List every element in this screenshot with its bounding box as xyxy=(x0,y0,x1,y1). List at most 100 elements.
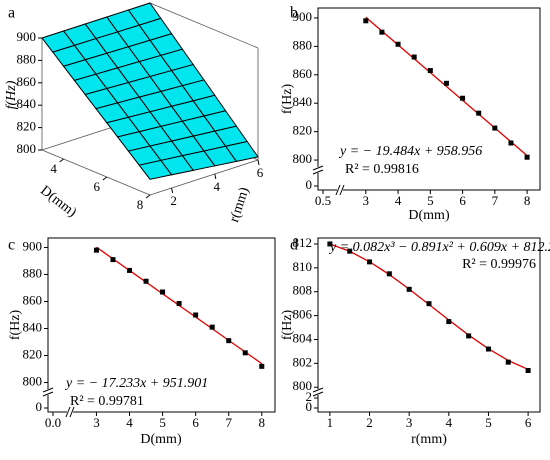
box-edge xyxy=(149,2,259,49)
x-axis-title: D(mm) xyxy=(408,208,450,223)
x-tick-label: 8 xyxy=(137,197,144,212)
z-axis-title: f(Hz) xyxy=(4,80,19,109)
y-axis-title: f(Hz) xyxy=(280,84,295,115)
axis-break xyxy=(312,165,324,171)
data-point xyxy=(443,80,449,86)
axis-break xyxy=(312,387,324,393)
y-tick-label: 810 xyxy=(293,259,313,274)
axis-break-gap xyxy=(314,167,322,173)
axis-break-gap xyxy=(67,408,73,416)
y-tick-label: 840 xyxy=(23,319,43,334)
data-point xyxy=(209,324,215,330)
data-point xyxy=(379,29,385,35)
x-tick-label: 2 xyxy=(366,415,373,430)
data-point xyxy=(460,95,466,101)
axis-break xyxy=(335,184,341,196)
y-axis-title: f(Hz) xyxy=(8,310,23,341)
data-point xyxy=(160,289,166,295)
plot-frame xyxy=(317,237,541,413)
x-tick-label: 6 xyxy=(94,179,101,194)
x-tick-label: 5 xyxy=(159,415,166,430)
equation: y = − 17.233x + 951.901 xyxy=(64,376,208,391)
data-point xyxy=(466,333,472,339)
data-point xyxy=(485,346,491,352)
y-tick-label: 0 xyxy=(36,399,43,414)
y-tick-label: 2 xyxy=(170,193,177,208)
x-tick-label: 6 xyxy=(525,415,532,430)
axis-break xyxy=(312,169,324,175)
x-tick-label: 6 xyxy=(459,193,466,208)
box-edge xyxy=(149,159,259,196)
x-tick-label: 0.0 xyxy=(45,415,61,430)
y-tick-label: 808 xyxy=(293,283,313,298)
x-tick-label: 8 xyxy=(524,193,531,208)
y-axis-title: f(Hz) xyxy=(280,310,295,341)
panel-label: a xyxy=(8,5,15,22)
data-point xyxy=(226,338,232,344)
x-tick-label: 7 xyxy=(225,415,232,430)
y-tick-label: 820 xyxy=(23,347,43,362)
y-tick-label: 800 xyxy=(23,374,43,389)
data-point xyxy=(93,247,99,253)
axis-break-gap xyxy=(314,389,322,395)
plot-frame xyxy=(47,237,276,413)
y-tick-label: 800 xyxy=(293,378,313,393)
x-axis-title: D(mm) xyxy=(140,432,182,447)
x-tick-label: 0.5 xyxy=(315,193,331,208)
y-tick-label: 806 xyxy=(293,307,313,322)
panel-label: c xyxy=(8,237,15,254)
data-point xyxy=(505,359,511,365)
x-tick-label: 1 xyxy=(327,415,334,430)
surface-cell xyxy=(138,159,173,180)
data-point xyxy=(525,368,531,374)
y-tick-label: 880 xyxy=(293,37,313,52)
r-squared: R² = 0.99816 xyxy=(345,162,419,177)
data-point xyxy=(406,286,412,292)
x-axis-title: D(mm) xyxy=(37,183,79,220)
panel-label: d xyxy=(290,237,298,254)
data-point xyxy=(242,350,248,356)
r-squared: R² = 0.99976 xyxy=(462,257,536,272)
y-tick-label: 860 xyxy=(293,66,313,81)
data-point xyxy=(476,110,482,116)
fit-line xyxy=(365,16,528,157)
data-point xyxy=(411,54,417,60)
y-tick-label: 900 xyxy=(293,9,313,24)
equation: y = − 19.484x + 958.956 xyxy=(338,144,482,159)
z-tick-label: 840 xyxy=(17,96,37,111)
axis-break xyxy=(65,406,71,418)
x-tick-label: 6 xyxy=(192,415,199,430)
data-point xyxy=(395,41,401,47)
r-squared: R² = 0.99781 xyxy=(70,394,144,409)
x-tick-label: 4 xyxy=(50,161,57,176)
data-point xyxy=(259,363,265,369)
data-point xyxy=(446,319,452,325)
x-tick-label: 5 xyxy=(427,193,434,208)
y-axis-title: r(mm) xyxy=(227,185,252,224)
data-point xyxy=(386,271,392,277)
y-tick-label: 820 xyxy=(293,123,313,138)
x-tick-label: 4 xyxy=(446,415,453,430)
data-point xyxy=(367,259,373,265)
x-tick-label: 8 xyxy=(259,415,266,430)
x-tick-label: 3 xyxy=(93,415,100,430)
x-tick-label: 5 xyxy=(485,415,492,430)
x-tick-label: 7 xyxy=(492,193,499,208)
y-tick-label: 900 xyxy=(23,238,43,253)
box-edge xyxy=(41,149,151,196)
z-tick-label: 860 xyxy=(17,74,37,89)
y-tick xyxy=(257,159,260,166)
y-tick-label: 0 xyxy=(306,177,313,192)
z-tick-label: 820 xyxy=(17,119,37,134)
data-point xyxy=(427,68,433,74)
x-tick-label: 4 xyxy=(126,415,133,430)
y-tick-label: 840 xyxy=(293,94,313,109)
y-tick-label: 812 xyxy=(293,235,313,250)
z-tick-label: 800 xyxy=(17,141,37,156)
y-tick-label: 800 xyxy=(293,151,313,166)
data-point xyxy=(143,278,149,284)
data-point xyxy=(508,140,514,146)
data-point xyxy=(110,257,116,263)
x-tick-label: 3 xyxy=(363,193,370,208)
